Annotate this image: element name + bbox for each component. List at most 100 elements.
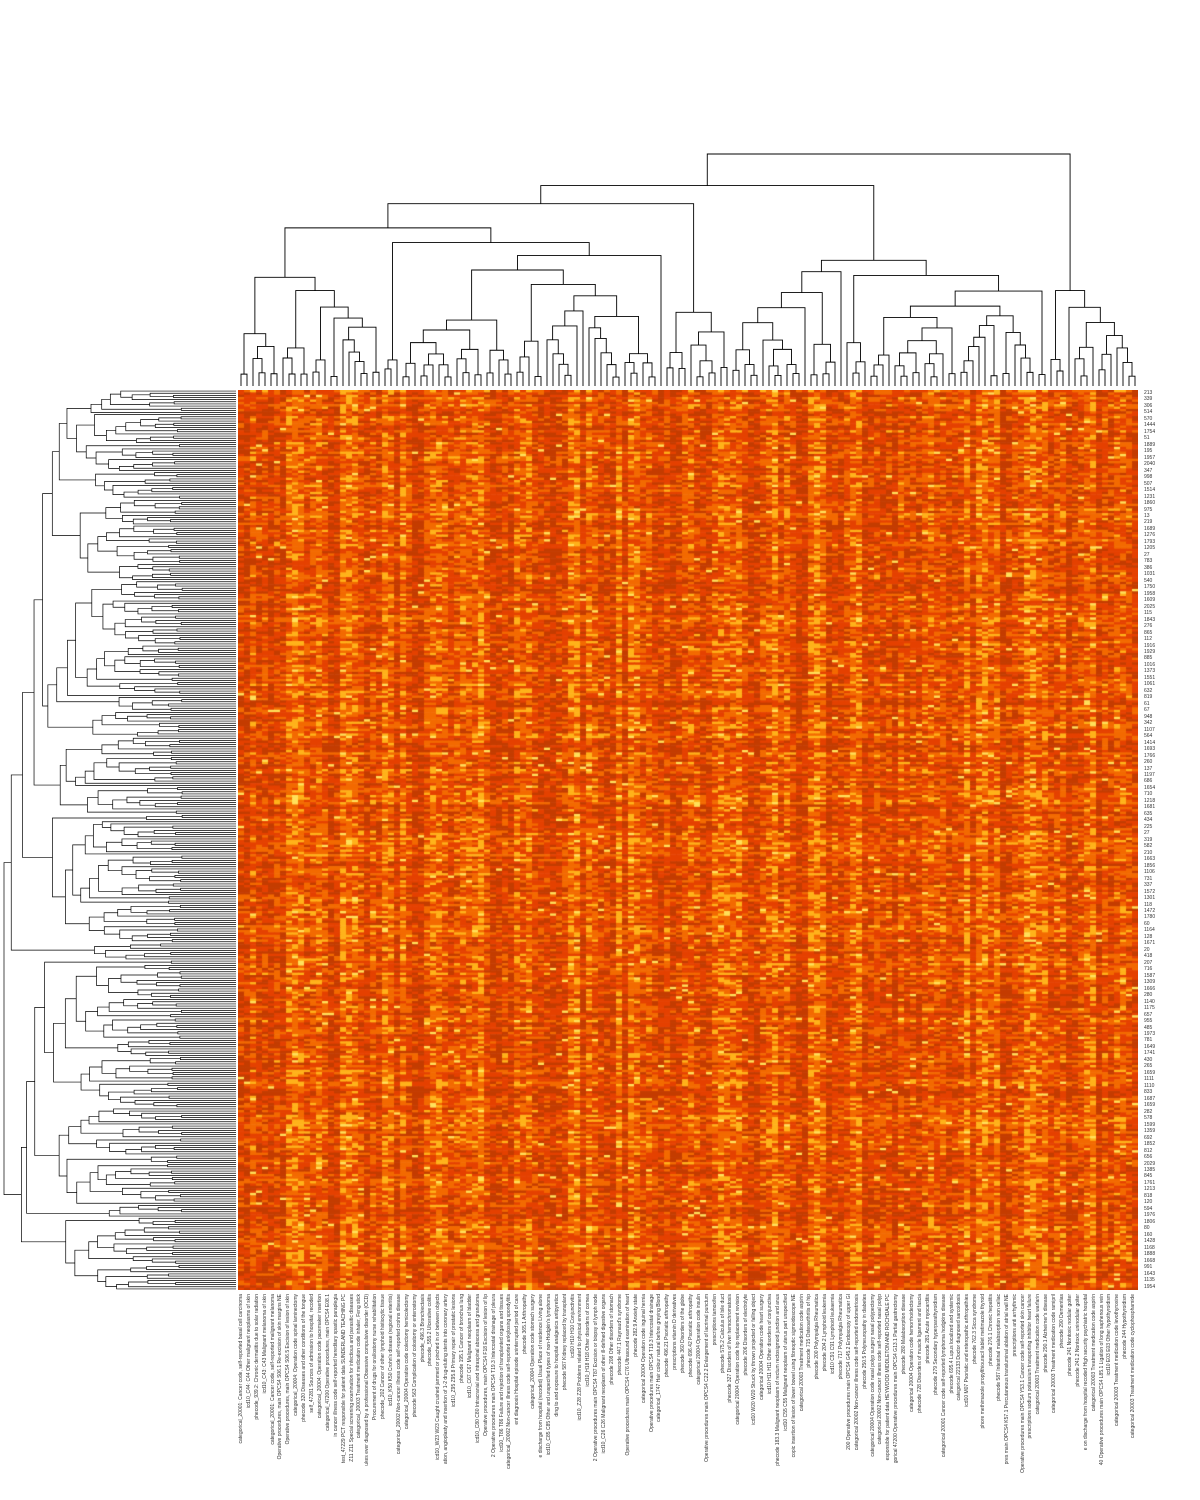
dendrogram-branch [146, 816, 236, 820]
column-label: phecode 244 Hypothyroidism [1122, 1294, 1129, 1359]
dendrogram-branch [58, 423, 96, 481]
row-label: 1856 [1144, 862, 1156, 869]
dendrogram-branch [96, 658, 173, 680]
dendrogram-branch [134, 1100, 236, 1105]
column-label: phecode 280 Malabsorption disease [901, 1294, 908, 1375]
dendrogram-branch [147, 517, 236, 522]
dendrogram-branch [461, 348, 479, 375]
dendrogram-branch [101, 715, 160, 726]
dendrogram-branch [474, 374, 482, 386]
row-label: 1444 [1144, 422, 1156, 429]
column-label: phecode 279 Secondary hyperparathyroidis… [932, 1294, 939, 1395]
dendrogram-branch [156, 982, 236, 987]
row-label: 430 [1144, 1056, 1153, 1063]
dendrogram-branch [138, 635, 236, 642]
dendrogram-branch [179, 1035, 236, 1039]
dendrogram-branch [89, 877, 170, 899]
dendrogram-branch [177, 802, 236, 805]
dendrogram-branch [144, 965, 236, 969]
dendrogram-branch [594, 337, 607, 386]
dendrogram-branch [147, 1068, 174, 1074]
dendrogram-branch [853, 274, 1000, 343]
dendrogram-branch [169, 744, 236, 748]
row-label: 342 [1144, 720, 1153, 727]
row-label: 80 [1144, 1225, 1150, 1232]
dendrogram-branch [174, 1018, 236, 1022]
dendrogram-branch [33, 599, 61, 786]
row-label: 991 [1144, 1264, 1153, 1271]
row-label: 564 [1144, 733, 1153, 740]
dendrogram-branch [153, 528, 177, 534]
row-label: 265 [1144, 1063, 1153, 1070]
dendrogram-branch [438, 364, 449, 386]
dendrogram-branch [42, 493, 53, 707]
column-label: phecode 320 Diseases and other condition… [301, 1294, 308, 1422]
dendrogram-branch [75, 776, 236, 786]
dendrogram-branch [1002, 373, 1010, 386]
column-label: icd10_C80 C80 Intracranial and intraspin… [474, 1294, 481, 1443]
dendrogram-branch [65, 1220, 140, 1264]
dendrogram-branch [124, 1229, 236, 1236]
row-label: 1107 [1144, 726, 1155, 733]
dendrogram-branch [1026, 371, 1034, 386]
column-label: phecode 365.1 Arthropathy [522, 1294, 529, 1355]
dendrogram-branch [530, 283, 596, 342]
dendrogram-branch [180, 975, 236, 979]
row-label: 112 [1144, 636, 1152, 643]
column-label: Operative procedures, main OPCS4 S06.1 R… [277, 1294, 284, 1460]
dendrogram-branch [106, 758, 172, 768]
dendrogram-branch [564, 310, 584, 386]
dendrogram-branch [986, 315, 1014, 333]
dendrogram-branch [178, 725, 236, 728]
row-label: 507 [1144, 480, 1153, 487]
dendrogram-branch [181, 815, 236, 818]
dendrogram-branch [173, 401, 236, 405]
dendrogram-branch [147, 1280, 236, 1284]
dendrogram-branch [176, 1104, 236, 1108]
column-label: phecode 762.3 Sicca syndrome [972, 1294, 979, 1365]
column-label: 2 Operative procedures main OPCS4 T87 Ex… [593, 1294, 600, 1462]
dendrogram-branch [172, 825, 236, 829]
dendrogram-branch [102, 603, 115, 630]
heatmap-grid [238, 390, 1138, 1290]
row-label: 276 [1144, 623, 1153, 630]
dendrogram-branch [312, 371, 320, 386]
dendrogram-branch [178, 506, 236, 510]
dendrogram-branch [144, 953, 236, 958]
dendrogram-branch [127, 715, 236, 722]
column-label: icd10 H11 H11 Other disorders of conjunc… [766, 1294, 773, 1395]
dendrogram-branch [973, 336, 986, 386]
column-label: categorical 20003 Treatment medication c… [1035, 1294, 1042, 1415]
dendrogram-branch [174, 875, 236, 878]
dendrogram-branch [136, 581, 236, 588]
dendrogram-branch [59, 764, 88, 806]
row-label: 27 [1144, 551, 1150, 558]
column-label: 200 Operative procedures main OPCS4 G45.… [845, 1294, 852, 1450]
column-label: phecode_496.3 Bronchiectasis [419, 1294, 426, 1363]
dendrogram-branch [175, 810, 236, 814]
dendrogram-branch [115, 712, 236, 720]
row-label: 1687 [1144, 1095, 1156, 1102]
dendrogram-branch [744, 364, 755, 386]
dendrogram-branch [243, 333, 267, 375]
column-label: phecode 496.21 Psoriatic arthropathy [664, 1294, 671, 1378]
column-label: phecode 575.2 Calculus of bile duct [719, 1294, 726, 1374]
column-label: e on discharge from hospital recoded Hig… [1082, 1294, 1089, 1451]
dendrogram-branch [84, 770, 236, 784]
dendrogram-branch [124, 602, 236, 612]
dendrogram-branch [564, 374, 572, 386]
dendrogram-branch [89, 1172, 123, 1192]
row-label: 306 [1144, 402, 1153, 409]
column-label: categorical 20004 Operation code insulin [695, 1294, 702, 1385]
row-label: 1609 [1144, 597, 1156, 604]
row-label: 1766 [1144, 752, 1156, 759]
dendrogram-branch [669, 352, 683, 369]
column-label: phecode 715 Osteoarthritis of hip [806, 1294, 813, 1368]
dendrogram-branch [504, 373, 512, 386]
dendrogram-branch [105, 950, 236, 958]
dendrogram-branch [175, 540, 236, 544]
row-label: 1671 [1144, 940, 1156, 947]
dendrogram-branch [150, 840, 236, 845]
row-label: 1689 [1144, 525, 1156, 532]
